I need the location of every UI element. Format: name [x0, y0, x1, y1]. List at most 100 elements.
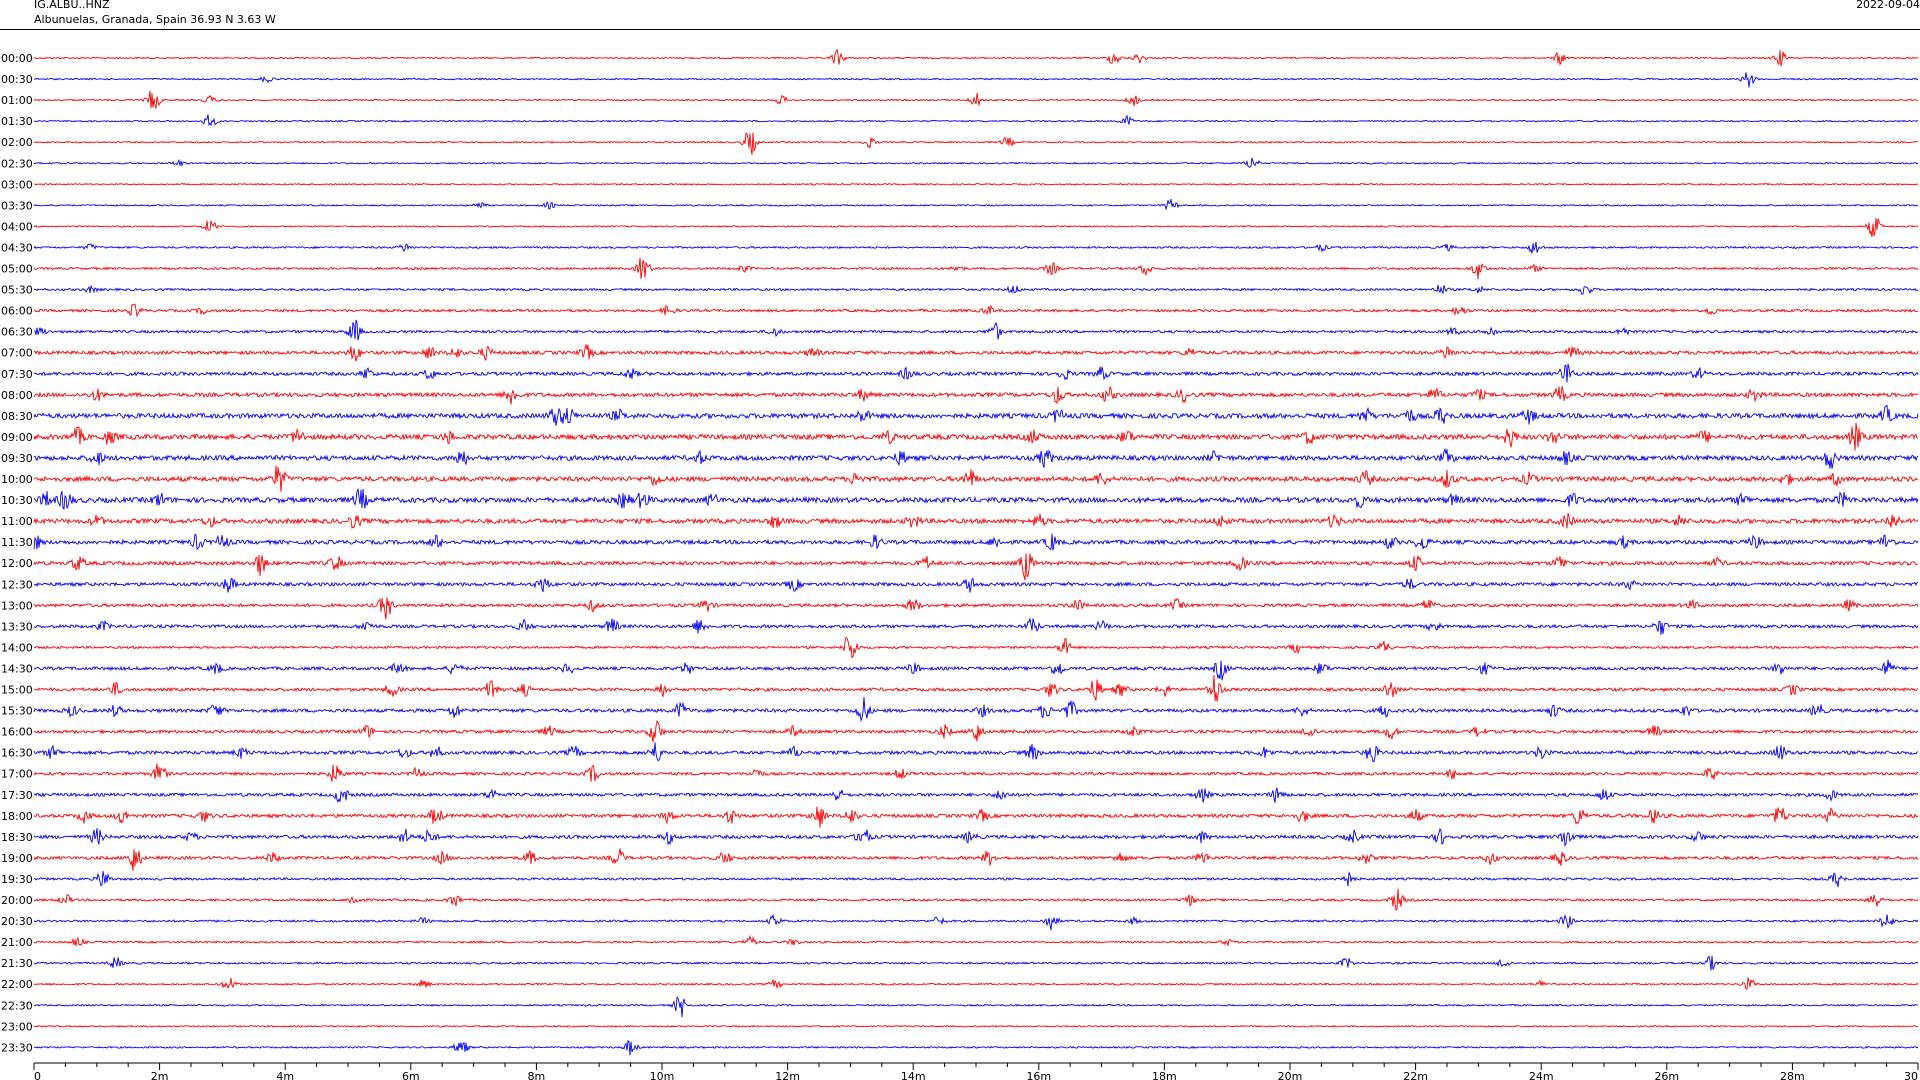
row-time-label: 12:00: [1, 557, 33, 570]
row-time-label: 19:00: [1, 852, 33, 865]
row-time-label: 16:00: [1, 726, 33, 739]
row-time-label: 00:30: [1, 73, 33, 86]
trace-1700: [33, 763, 1919, 782]
trace-0100: [33, 91, 1919, 109]
trace-0330: [33, 198, 1919, 211]
row-time-label: 23:30: [1, 1041, 33, 1054]
row-time-label: 01:00: [1, 94, 33, 107]
row-time-label: 22:30: [1, 999, 33, 1012]
trace-1430: [33, 659, 1919, 681]
trace-0930: [33, 448, 1919, 469]
trace-1300: [33, 597, 1919, 620]
row-time-label: 07:00: [1, 347, 33, 360]
row-time-label: 09:00: [1, 431, 33, 444]
row-time-label: 03:30: [1, 199, 33, 212]
station-code: IG.ALBU..HNZ: [34, 0, 110, 11]
x-tick-label: 20m: [1278, 1070, 1303, 1080]
trace-1100: [33, 512, 1919, 529]
trace-0600: [33, 303, 1919, 318]
row-time-label: 07:30: [1, 368, 33, 381]
plot-header: IG.ALBU..HNZ Albunuelas, Granada, Spain …: [0, 0, 1920, 30]
row-time-label: 03:00: [1, 178, 33, 191]
trace-0230: [33, 157, 1919, 168]
trace-1800: [33, 806, 1919, 828]
row-time-label: 17:30: [1, 789, 33, 802]
trace-1900: [33, 848, 1919, 871]
x-tick-label: 30: [1904, 1070, 1918, 1080]
x-tick-label: 14m: [901, 1070, 926, 1080]
trace-1830: [33, 827, 1919, 848]
x-tick-label: 28m: [1780, 1070, 1805, 1080]
x-tick-label: 0: [34, 1070, 41, 1080]
trace-0830: [33, 404, 1919, 426]
trace-2130: [33, 955, 1919, 971]
row-label-group: 00:00 00:30 01:00 01:30 02:00 02:30 03:00 03:30…: [1, 52, 33, 1054]
trace-0300: [33, 182, 1919, 186]
x-tick-label: 24m: [1529, 1070, 1554, 1080]
trace-0130: [33, 114, 1919, 127]
row-time-label: 02:00: [1, 136, 33, 149]
trace-1230: [33, 577, 1918, 593]
row-time-label: 18:30: [1, 831, 33, 844]
trace-1530: [33, 696, 1919, 723]
row-time-label: 18:00: [1, 810, 33, 823]
x-axis: 0 2m 4m 6m 8m 10m 12m 14m 16m 18m 20m 22m 24m 26m 28m 3…: [33, 1062, 1919, 1080]
row-time-label: 08:00: [1, 389, 33, 402]
x-tick-label: 8m: [528, 1070, 546, 1080]
trace-0030: [33, 72, 1919, 88]
row-time-label: 16:30: [1, 747, 33, 760]
row-time-label: 11:30: [1, 536, 33, 549]
row-time-label: 15:00: [1, 684, 33, 697]
trace-0400: [33, 217, 1919, 238]
x-tick-label: 6m: [402, 1070, 420, 1080]
trace-1330: [33, 618, 1919, 635]
x-tick-label: 22m: [1403, 1070, 1428, 1080]
row-time-label: 10:00: [1, 473, 33, 486]
header-rule: [0, 29, 1920, 30]
trace-2230: [33, 996, 1919, 1018]
trace-0800: [33, 385, 1919, 405]
row-time-label: 04:00: [1, 220, 33, 233]
date-label: 2022-09-04: [1856, 0, 1920, 11]
row-time-label: 09:30: [1, 452, 33, 465]
row-time-label: 14:00: [1, 641, 33, 654]
trace-1200: [33, 553, 1919, 581]
x-tick-label: 16m: [1026, 1070, 1051, 1080]
row-time-label: 02:30: [1, 157, 33, 170]
row-time-label: 15:30: [1, 705, 33, 718]
row-time-label: 04:30: [1, 242, 33, 255]
trace-2200: [33, 977, 1919, 990]
x-tick-label: 12m: [775, 1070, 800, 1080]
trace-0730: [33, 363, 1919, 383]
row-time-label: 12:30: [1, 578, 33, 591]
trace-2330: [33, 1039, 1919, 1056]
row-time-label: 19:30: [1, 873, 33, 886]
row-time-label: 06:30: [1, 326, 33, 339]
trace-0530: [33, 284, 1919, 295]
row-time-label: 21:00: [1, 936, 33, 949]
row-time-label: 11:00: [1, 515, 33, 528]
row-time-label: 20:00: [1, 894, 33, 907]
trace-0200: [33, 132, 1919, 155]
row-time-label: 06:00: [1, 305, 33, 318]
x-tick-label: 18m: [1152, 1070, 1177, 1080]
trace-1600: [33, 719, 1919, 743]
row-time-label: 05:00: [1, 263, 33, 276]
row-time-label: 14:30: [1, 663, 33, 676]
row-time-label: 20:30: [1, 915, 33, 928]
trace-0430: [33, 242, 1919, 254]
x-tick-label: 26m: [1654, 1070, 1679, 1080]
row-time-label: 00:00: [1, 52, 33, 65]
trace-2300: [33, 1024, 1919, 1028]
trace-0900: [33, 422, 1919, 451]
trace-2030: [33, 913, 1919, 931]
trace-2100: [33, 934, 1919, 946]
trace-1630: [33, 742, 1919, 763]
trace-1400: [33, 636, 1919, 659]
row-time-label: 21:30: [1, 957, 33, 970]
trace-0000: [33, 48, 1919, 67]
x-tick-label: 4m: [276, 1070, 294, 1080]
row-time-label: 10:30: [1, 494, 33, 507]
row-time-label: 05:30: [1, 284, 33, 297]
